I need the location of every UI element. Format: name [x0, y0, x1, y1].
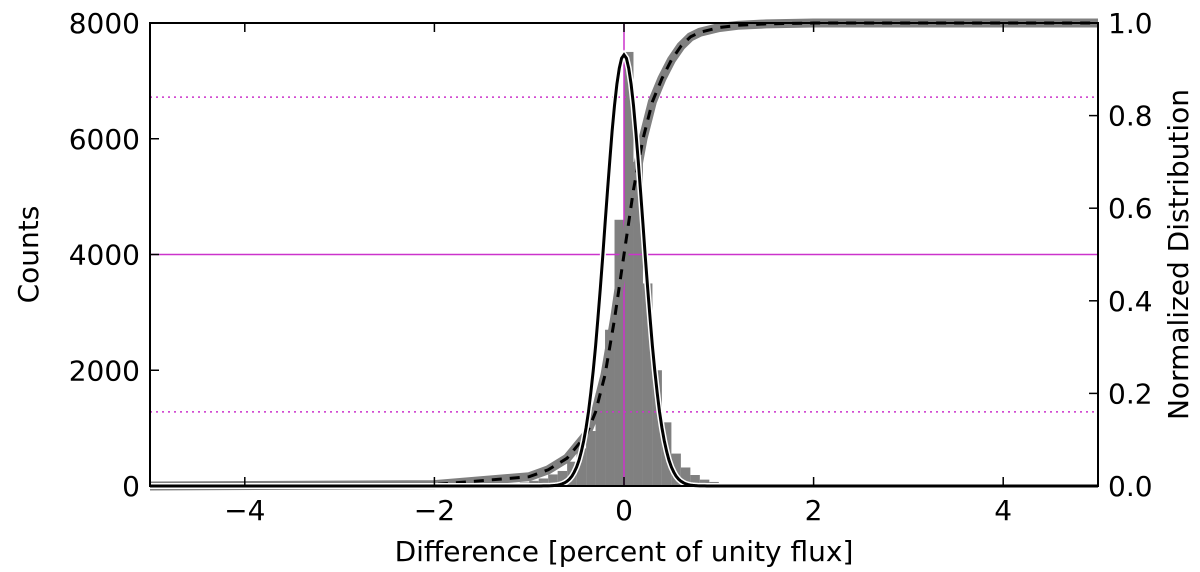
histogram-bar: [576, 448, 587, 486]
histogram-bar: [633, 161, 643, 486]
histogram-bar: [642, 283, 653, 486]
y-tick-label: 6000: [69, 123, 140, 156]
x-axis-label: Difference [percent of unity flux]: [395, 535, 854, 568]
x-tick-label: −2: [414, 494, 455, 527]
histogram-bar: [671, 453, 681, 486]
histogram-bar: [614, 219, 624, 486]
histogram-bar: [586, 431, 596, 486]
axis-ticks: −4 −2 0 2 4 0 2000 4000 6000 8000 0.0 0.2 0.4 0.6 0.8 1…: [69, 7, 1153, 527]
histogram-bar: [538, 478, 549, 486]
histogram-bar: [699, 479, 710, 486]
right-y-tick-label: 0.6: [1108, 192, 1153, 225]
histogram-bar: [548, 474, 558, 486]
histogram-bar: [680, 467, 691, 486]
right-y-axis-label: Normalized Distribution: [1162, 89, 1195, 420]
x-tick-label: 4: [994, 494, 1012, 527]
right-y-tick-label: 1.0: [1108, 7, 1153, 40]
y-tick-label: 2000: [69, 354, 140, 387]
histogram-bar: [652, 370, 662, 486]
right-y-tick-label: 0.2: [1108, 377, 1153, 410]
y-tick-label: 0: [122, 470, 140, 503]
x-tick-label: 2: [805, 494, 823, 527]
right-y-tick-label: 0.0: [1108, 470, 1153, 503]
right-y-tick-label: 0.8: [1108, 100, 1153, 133]
histogram-bar: [690, 475, 700, 486]
histogram-bar: [595, 393, 606, 486]
histogram-bar: [605, 329, 615, 486]
histogram-bar: [557, 470, 568, 486]
y-axis-label: Counts: [12, 206, 45, 304]
x-tick-label: −4: [224, 494, 265, 527]
histogram-bar: [624, 51, 634, 486]
y-tick-label: 4000: [69, 239, 140, 272]
right-y-tick-label: 0.4: [1108, 285, 1153, 318]
cumulative-overlay-curve: [149, 21, 1098, 488]
y-tick-label: 8000: [69, 7, 140, 40]
x-tick-label: 0: [615, 494, 633, 527]
